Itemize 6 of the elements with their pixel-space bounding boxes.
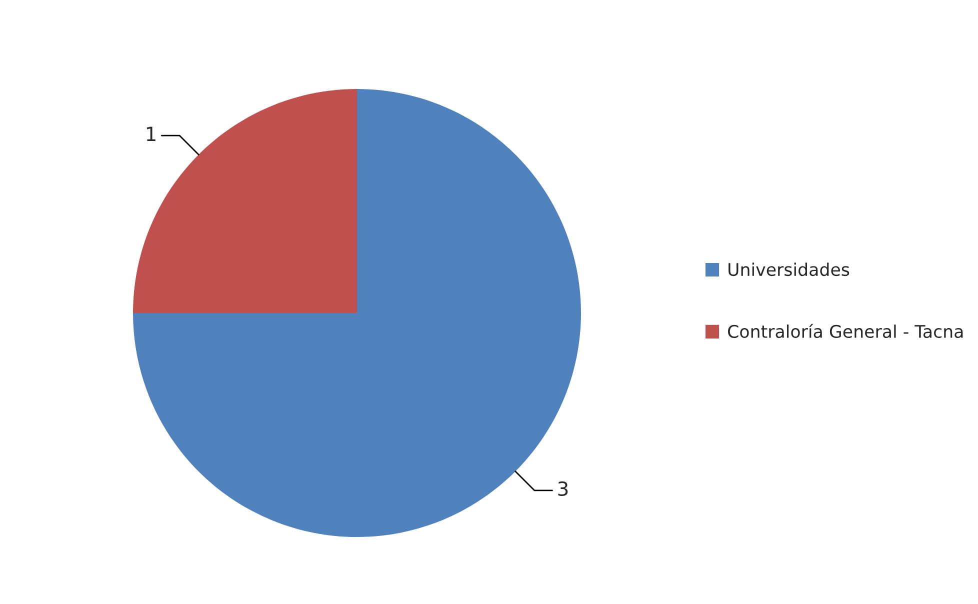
data-label: 3 xyxy=(558,481,568,496)
legend-label: Universidades xyxy=(728,262,850,276)
pie-slice xyxy=(133,89,581,537)
pie-slice xyxy=(133,89,357,313)
data-label: 1 xyxy=(146,126,156,141)
legend-label: Contraloría General - Tacna xyxy=(728,324,963,338)
